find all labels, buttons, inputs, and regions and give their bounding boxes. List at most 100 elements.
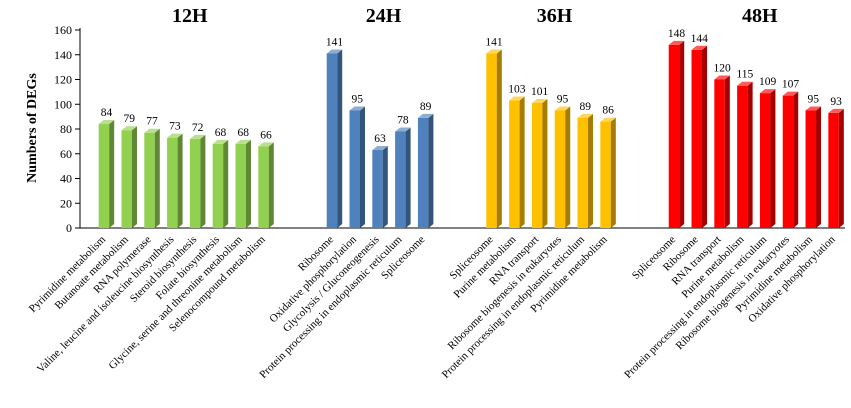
- bar-top: [554, 106, 571, 111]
- bar-side: [223, 139, 229, 228]
- bar-side: [337, 49, 343, 229]
- y-tick-label: 160: [54, 23, 72, 37]
- data-label: 66: [260, 129, 272, 141]
- bar: [144, 128, 160, 228]
- bar: [189, 134, 206, 228]
- bar-side: [200, 134, 206, 228]
- bar: [121, 126, 137, 228]
- y-tick-label: 140: [54, 48, 72, 62]
- bar-top: [235, 139, 251, 144]
- bar-side: [154, 128, 160, 228]
- data-label: 109: [759, 76, 777, 88]
- bar: [212, 139, 229, 228]
- bar-front: [121, 130, 132, 228]
- bar-top: [121, 126, 137, 131]
- y-tick-label: 20: [60, 196, 72, 210]
- bar-front: [554, 110, 566, 228]
- bar: [805, 106, 822, 228]
- bar-side: [702, 45, 708, 228]
- data-label: 86: [602, 105, 614, 117]
- bar-top: [258, 142, 274, 147]
- y-tick-label: 40: [60, 172, 72, 186]
- bar-side: [519, 96, 525, 228]
- bar-side: [770, 89, 776, 228]
- data-label: 72: [192, 122, 204, 134]
- bar-top: [349, 106, 365, 111]
- y-tick-label: 100: [54, 97, 72, 111]
- bar-side: [382, 146, 388, 228]
- data-label: 68: [215, 127, 227, 139]
- bar-front: [600, 121, 611, 228]
- bar-front: [417, 117, 429, 228]
- bar-side: [610, 117, 616, 228]
- bar: [714, 75, 730, 228]
- bar-front: [349, 110, 360, 228]
- bar-top: [600, 117, 616, 122]
- y-tick-label: 80: [60, 122, 72, 136]
- bar: [509, 96, 525, 228]
- bar-top: [531, 99, 548, 104]
- bar-top: [577, 113, 594, 118]
- group-title: 24H: [366, 5, 402, 27]
- bar-side: [816, 106, 822, 228]
- data-label: 77: [146, 116, 158, 128]
- bar-side: [359, 106, 365, 228]
- data-labels: 84 79 77 73 72 68 68 66 141 95 63 78 89 141 103 101 95 89…: [101, 28, 842, 145]
- bar-front: [144, 132, 155, 228]
- bar-side: [747, 81, 753, 228]
- bar: [395, 127, 411, 228]
- bar-side: [109, 120, 115, 228]
- data-label: 141: [326, 37, 344, 49]
- category-label: Glycolysis / Gluconeogenesis: [281, 234, 382, 335]
- bar-top: [782, 91, 799, 96]
- bar: [372, 146, 388, 228]
- data-label: 95: [557, 93, 569, 105]
- bar-side: [245, 139, 251, 228]
- bar: [235, 139, 251, 228]
- bar-front: [691, 49, 703, 228]
- data-label: 103: [508, 84, 526, 96]
- bar-top: [509, 96, 525, 101]
- bar-front: [235, 143, 246, 228]
- data-label: 89: [420, 101, 432, 113]
- bar-top: [737, 81, 753, 86]
- bar-side: [268, 142, 274, 228]
- bar-front: [372, 150, 383, 228]
- bar-top: [759, 89, 776, 94]
- bar: [668, 40, 685, 228]
- bar-top: [212, 139, 229, 144]
- bar-front: [577, 117, 589, 228]
- y-tick-label: 120: [54, 73, 72, 87]
- group-title: 48H: [742, 5, 778, 27]
- bar-front: [805, 110, 817, 228]
- data-label: 84: [101, 107, 113, 119]
- data-label: 107: [782, 79, 800, 91]
- bar: [782, 91, 799, 229]
- bar-side: [724, 75, 730, 228]
- bar-top: [805, 106, 822, 111]
- group-title: 36H: [537, 5, 573, 27]
- bar-top: [167, 133, 183, 138]
- data-label: 101: [531, 86, 549, 98]
- bar-side: [428, 113, 434, 228]
- data-label: 95: [352, 93, 364, 105]
- bar-top: [417, 113, 434, 118]
- bar-front: [395, 131, 406, 228]
- bar-top: [98, 120, 115, 125]
- bar-top: [326, 49, 343, 54]
- bar: [737, 81, 753, 228]
- bar-front: [167, 137, 178, 228]
- bars: [98, 40, 844, 229]
- data-label: 95: [808, 93, 820, 105]
- data-label: 115: [736, 69, 753, 81]
- data-label: 68: [237, 127, 249, 139]
- bar-side: [588, 113, 594, 228]
- bar: [577, 113, 594, 228]
- bar-front: [212, 143, 224, 228]
- bar-front: [668, 44, 680, 228]
- bar-top: [668, 40, 685, 45]
- bar-side: [131, 126, 137, 228]
- bar: [691, 45, 708, 228]
